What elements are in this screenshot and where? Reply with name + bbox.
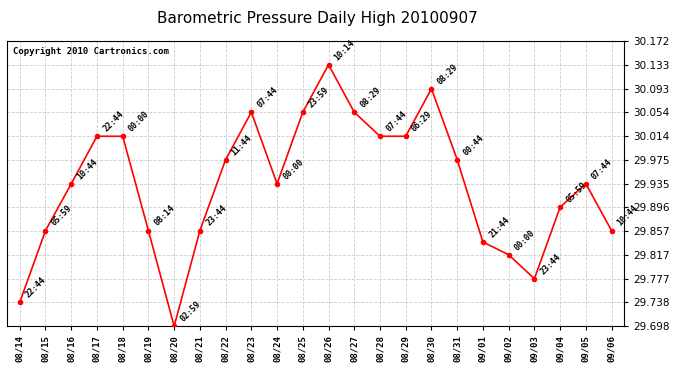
Text: 00:00: 00:00 bbox=[127, 110, 151, 134]
Text: 05:59: 05:59 bbox=[50, 204, 74, 228]
Text: 22:44: 22:44 bbox=[24, 275, 48, 299]
Text: 10:44: 10:44 bbox=[75, 157, 99, 181]
Text: 07:44: 07:44 bbox=[255, 86, 279, 109]
Text: 08:29: 08:29 bbox=[435, 62, 460, 86]
Text: 00:00: 00:00 bbox=[513, 228, 537, 252]
Text: 07:44: 07:44 bbox=[384, 110, 408, 134]
Text: 05:59: 05:59 bbox=[564, 180, 589, 204]
Text: 08:29: 08:29 bbox=[358, 86, 382, 109]
Text: 23:59: 23:59 bbox=[307, 86, 331, 109]
Text: 23:44: 23:44 bbox=[539, 252, 562, 276]
Text: 21:44: 21:44 bbox=[487, 215, 511, 239]
Text: 00:44: 00:44 bbox=[462, 133, 485, 157]
Text: 00:00: 00:00 bbox=[282, 157, 305, 181]
Text: 11:44: 11:44 bbox=[230, 133, 254, 157]
Text: 23:44: 23:44 bbox=[204, 204, 228, 228]
Text: 06:29: 06:29 bbox=[410, 110, 434, 134]
Text: 10:14: 10:14 bbox=[333, 38, 357, 62]
Text: Copyright 2010 Cartronics.com: Copyright 2010 Cartronics.com bbox=[13, 47, 169, 56]
Text: 22:44: 22:44 bbox=[101, 110, 125, 134]
Text: 07:44: 07:44 bbox=[590, 157, 614, 181]
Text: 08:14: 08:14 bbox=[152, 204, 177, 228]
Text: 02:59: 02:59 bbox=[178, 299, 202, 324]
Text: 10:44: 10:44 bbox=[615, 204, 640, 228]
Text: Barometric Pressure Daily High 20100907: Barometric Pressure Daily High 20100907 bbox=[157, 11, 477, 26]
